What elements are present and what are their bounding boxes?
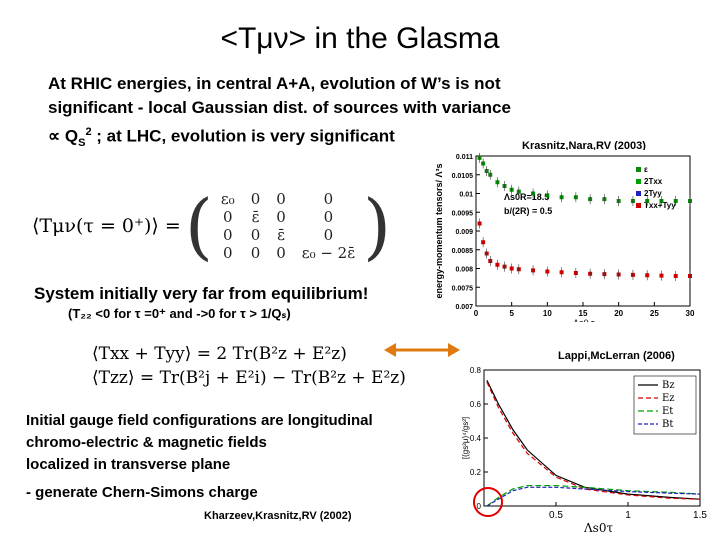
matrix-cell: 0 [223, 208, 233, 226]
matrix-cell: ε̄ [251, 208, 260, 226]
x-axis-label: Λs0τ [583, 521, 613, 534]
matrix-cell: ε̄ [277, 226, 285, 244]
legend-label: Ez [662, 393, 675, 404]
x-tick-label: 10 [543, 309, 552, 318]
x-tick-label: 0 [474, 309, 479, 318]
series-line [486, 486, 701, 507]
y-tick-label: 0.0085 [452, 248, 474, 255]
y-tick-label: 0.011 [456, 154, 473, 161]
y-tick-label: 0.8 [470, 366, 482, 375]
matrix-left-bracket: ( [184, 184, 213, 268]
highlight-circle-icon [473, 487, 503, 517]
y-tick-label: 0 [477, 502, 482, 511]
y-axis-label: energy-momentum tensors/ Λ³s [434, 163, 444, 298]
slide-title: <Tμν> in the Glasma [220, 22, 500, 55]
y-tick-label: 0.009 [455, 229, 473, 236]
citation-kharzeev: Kharzeev,Krasnitz,RV (2002) [204, 510, 352, 522]
x-tick-label: 20 [614, 309, 623, 318]
x-tick-label: 1 [625, 510, 631, 521]
initial-line-2: chromo-electric & magnetic fields [26, 434, 267, 451]
y-tick-label: 0.007 [455, 304, 473, 311]
matrix-cell: 0 [223, 226, 233, 244]
y-tick-label: 0.2 [470, 468, 482, 477]
matrix-cell: 0 [276, 244, 286, 262]
system-far-from-equilibrium: System initially very far from equilibri… [34, 284, 369, 303]
legend-label: Bz [662, 380, 675, 391]
y-tick-label: 0.0105 [452, 173, 474, 180]
initial-gauge-paragraph: Initial gauge field configurations are l… [26, 410, 373, 476]
tzz-condition: (T₂₂ <0 for τ =0⁺ and ->0 for τ > 1/Qₛ) [68, 306, 291, 321]
intro-line-3: ∝ QS2 ; at LHC, evolution is very signif… [48, 126, 395, 150]
matrix-cell: 0 [276, 208, 286, 226]
tmunu-matrix: ε₀ 0 0 0 0 ε̄ 0 0 0 0 ε̄ 0 0 0 0 ε₀ − 2ε̄ [213, 190, 363, 262]
matrix-cell: 0 [323, 208, 334, 226]
legend-label: Et [662, 406, 673, 417]
chern-simons-line: - generate Chern-Simons charge [26, 484, 258, 501]
y-tick-label: 0.4 [470, 434, 482, 443]
legend-label: 2Txx [644, 177, 663, 186]
tmunu-equation: ⟨Tμν(τ = 0⁺)⟩ = ( ε₀ 0 0 0 0 ε̄ 0 0 0 0 ε̄ 0 0 0 0 ε₀ −… [32, 190, 391, 262]
y-tick-label: 0.0095 [452, 210, 474, 217]
legend-marker [636, 203, 641, 208]
x-tick-label: 5 [509, 309, 514, 318]
legend-marker [636, 191, 641, 196]
intro-line-2: significant - local Gaussian dist. of so… [48, 98, 511, 117]
chart-annotation: Λs0R=18.5 [504, 192, 549, 202]
x-tick-label: 1.5 [693, 510, 707, 521]
matrix-cell: ε₀ [220, 190, 235, 208]
x-tick-label: 30 [686, 309, 695, 318]
y-tick-label: 0.01 [459, 192, 473, 199]
initial-line-1: Initial gauge field configurations are l… [26, 412, 373, 429]
legend-label: 2Tyy [644, 189, 662, 198]
matrix-cell: 0 [250, 190, 261, 208]
matrix-cell: 0 [323, 190, 334, 208]
x-tick-label: 0.5 [549, 510, 563, 521]
y-tick-label: 0.0075 [452, 285, 474, 292]
series-line [486, 379, 701, 500]
double-arrow-icon [384, 343, 460, 357]
y-tick-label: 0.6 [470, 400, 482, 409]
equation-tzz: ⟨Tzz⟩ = Tr(B²j + E²i) − Tr(B²z + E²z) [92, 368, 406, 388]
x-tick-label: 15 [579, 309, 588, 318]
initial-line-3: localized in transverse plane [26, 456, 231, 473]
y-axis-label: [(gs²μ)⁴/gs²] [461, 417, 470, 459]
matrix-cell: 0 [323, 226, 334, 244]
citation-krasnitz-nara: Krasnitz,Nara,RV (2003) [522, 140, 646, 152]
matrix-cell: 0 [250, 244, 261, 262]
matrix-cell: ε₀ − 2ε̄ [301, 244, 355, 262]
chart-field-evolution: 0 0.2 0.4 0.6 0.8 0.5 1 1.5 Λs0τ [(gs²μ)⁴/gs²] Bz E… [458, 362, 710, 534]
matrix-cell: 0 [223, 244, 233, 262]
equation-txx-tyy: ⟨Txx + Tyy⟩ = 2 Tr(B²z + E²z) [92, 344, 347, 364]
citation-lappi-mclerran: Lappi,McLerran (2006) [558, 350, 675, 362]
intro-paragraph: At RHIC energies, in central A+A, evolut… [48, 72, 608, 155]
x-axis-label: Λs0 τ [573, 318, 595, 322]
legend-label: Txx+Tyy [644, 201, 676, 210]
matrix-cell: 0 [276, 190, 286, 208]
intro-line-1: At RHIC energies, in central A+A, evolut… [48, 74, 501, 93]
chart-energy-momentum: 0.007 0.0075 0.008 0.0085 0.009 0.0095 0.01 0.0… [432, 150, 700, 322]
y-tick-label: 0.008 [455, 267, 473, 274]
tmunu-lhs: ⟨Tμν(τ = 0⁺)⟩ = [32, 215, 181, 237]
matrix-cell: 0 [250, 226, 261, 244]
legend-marker [636, 167, 641, 172]
matrix-right-bracket: ) [363, 184, 392, 268]
legend-marker [636, 179, 641, 184]
legend-label: ε [644, 165, 648, 174]
x-tick-label: 25 [650, 309, 659, 318]
chart-annotation: b/(2R) = 0.5 [504, 206, 552, 216]
legend-label: Bt [662, 419, 673, 430]
series-line [486, 484, 701, 507]
